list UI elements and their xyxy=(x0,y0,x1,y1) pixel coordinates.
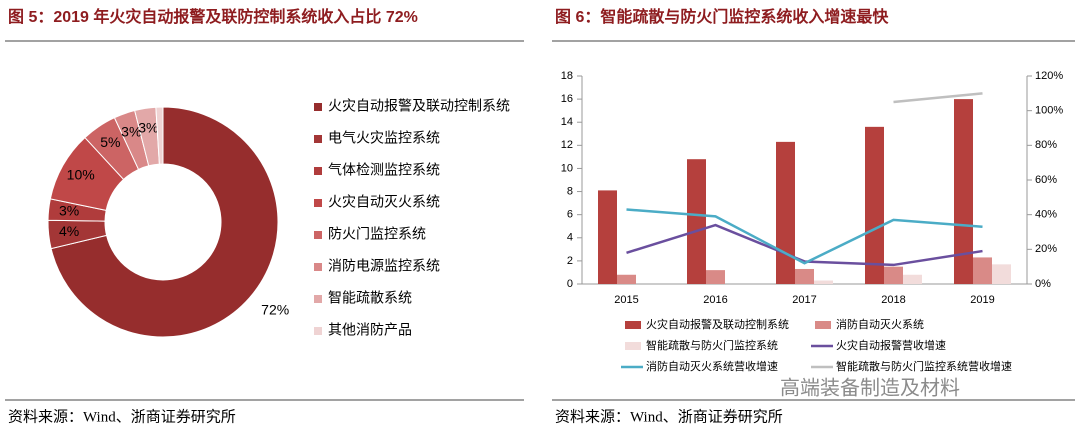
legend-label: 气体检测监控系统 xyxy=(328,162,440,178)
y-tick-label: 0 xyxy=(567,278,573,290)
y-tick-label: 14 xyxy=(561,116,573,128)
line xyxy=(893,92,983,104)
bar xyxy=(992,264,1011,284)
bar xyxy=(706,270,725,284)
legend-swatch xyxy=(314,327,322,335)
y2-tick-label: 100% xyxy=(1035,105,1063,117)
source: 资料来源：Wind、浙商证券研究所 xyxy=(8,408,236,425)
x-tick-label: 2019 xyxy=(970,294,994,306)
y2-tick-label: 40% xyxy=(1035,209,1057,221)
y-tick-label: 12 xyxy=(561,139,573,151)
legend-swatch xyxy=(314,231,322,239)
source: 资料来源：Wind、浙商证券研究所 xyxy=(555,408,783,425)
bar xyxy=(776,141,795,284)
bar xyxy=(814,280,833,284)
x-tick-label: 2017 xyxy=(792,294,816,306)
legend-label: 火灾自动报警营收增速 xyxy=(836,338,946,352)
legend-label: 其他消防产品 xyxy=(328,322,412,338)
line xyxy=(626,208,983,265)
legend-swatch xyxy=(314,295,322,303)
chart-title: 图 5：2019 年火灾自动报警及联防控制系统收入占比 72% xyxy=(8,7,418,26)
legend-label: 消防自动灭火系统 xyxy=(836,317,924,331)
legend-label: 消防电源监控系统 xyxy=(328,258,440,274)
legend-label: 火灾自动灭火系统 xyxy=(328,194,440,210)
legend-swatch xyxy=(314,103,322,111)
y2-tick-label: 20% xyxy=(1035,243,1057,255)
bar xyxy=(687,159,706,284)
bar xyxy=(617,274,636,284)
bar xyxy=(795,268,814,284)
data-label: 72% xyxy=(261,301,289,317)
data-label: 4% xyxy=(59,223,79,239)
y-tick-label: 2 xyxy=(567,255,573,267)
y2-tick-label: 0% xyxy=(1035,278,1051,290)
y2-tick-label: 60% xyxy=(1035,174,1057,186)
bar xyxy=(954,99,973,284)
bar xyxy=(884,266,903,284)
legend-label: 智能疏散系统 xyxy=(328,290,412,306)
y2-tick-label: 80% xyxy=(1035,139,1057,151)
legend-label: 智能疏散与防火门监控系统 xyxy=(646,338,778,352)
legend-label: 智能疏散与防火门监控系统营收增速 xyxy=(836,359,1012,373)
bar xyxy=(973,257,992,284)
legend-swatch xyxy=(625,342,641,350)
data-label: 3% xyxy=(59,202,79,218)
bar xyxy=(865,126,884,284)
data-label: 5% xyxy=(100,134,120,150)
bar xyxy=(598,190,617,284)
y-tick-label: 16 xyxy=(561,93,573,105)
legend-swatch xyxy=(314,135,322,143)
line xyxy=(626,223,983,267)
y-tick-label: 8 xyxy=(567,185,573,197)
legend-swatch xyxy=(625,321,641,329)
legend-swatch xyxy=(815,321,831,329)
slice xyxy=(50,106,279,338)
x-tick-label: 2015 xyxy=(614,294,638,306)
y-tick-label: 6 xyxy=(567,209,573,221)
legend-label: 火灾自动报警及联动控制系统 xyxy=(328,98,510,114)
y2-tick-label: 120% xyxy=(1035,70,1063,82)
legend-label: 火灾自动报警及联动控制系统 xyxy=(646,317,789,331)
data-label: 3% xyxy=(121,124,141,140)
x-tick-label: 2016 xyxy=(703,294,727,306)
legend-swatch xyxy=(314,167,322,175)
slice xyxy=(155,106,164,165)
y-tick-label: 18 xyxy=(561,70,573,82)
data-label: 3% xyxy=(138,119,158,135)
legend-swatch xyxy=(314,199,322,207)
y-tick-label: 10 xyxy=(561,162,573,174)
watermark: 高端装备制造及材料 xyxy=(780,376,960,399)
legend-label: 防火门监控系统 xyxy=(328,226,426,242)
x-tick-label: 2018 xyxy=(881,294,905,306)
legend-label: 消防自动灭火系统营收增速 xyxy=(646,359,778,373)
bar xyxy=(903,274,922,284)
legend-swatch xyxy=(314,263,322,271)
chart-title: 图 6：智能疏散与防火门监控系统收入增速最快 xyxy=(555,7,889,26)
data-label: 10% xyxy=(67,166,95,182)
legend-label: 电气火灾监控系统 xyxy=(328,130,440,146)
y-tick-label: 4 xyxy=(567,232,573,244)
